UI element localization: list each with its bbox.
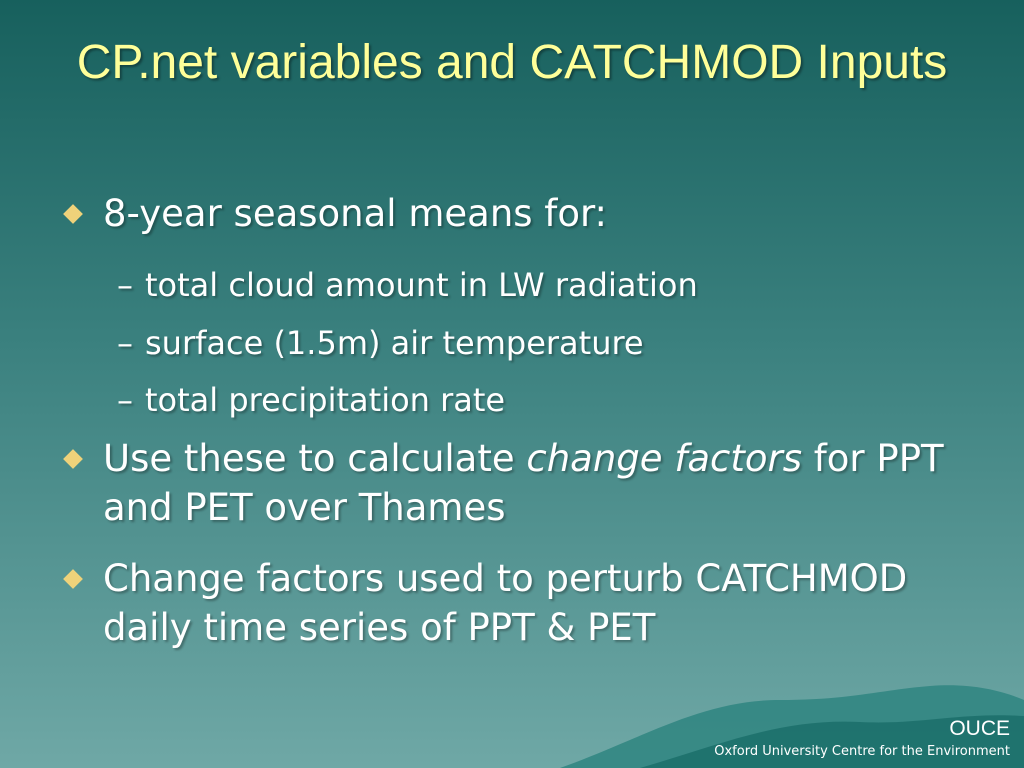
bullet-text: Use these to calculate: [103, 437, 527, 480]
sub-bullet: – total precipitation rate: [117, 381, 506, 419]
bullet-text: Change factors used to perturb CATCHMOD …: [103, 557, 908, 649]
slide-title: CP.net variables and CATCHMOD Inputs: [76, 36, 948, 89]
bullet: 8-year seasonal means for:: [63, 189, 983, 238]
bullet: Change factors used to perturb CATCHMOD …: [63, 554, 983, 652]
footer-org: OUCE: [949, 717, 1010, 740]
footer-org-name: Oxford University Centre for the Environ…: [714, 744, 1010, 759]
bullet-text: 8-year seasonal means for:: [103, 192, 607, 235]
sub-bullet: – surface (1.5m) air temperature: [117, 324, 644, 362]
sub-bullet-text: total precipitation rate: [145, 381, 506, 419]
bullet-emphasis: change factors: [526, 437, 802, 480]
bullet: Use these to calculate change factors fo…: [63, 434, 983, 532]
bullet-text: for PPT and PET over Thames: [103, 437, 944, 529]
sub-bullet-text: total cloud amount in LW radiation: [145, 266, 698, 304]
sub-bullet: – total cloud amount in LW radiation: [117, 266, 698, 304]
sub-bullet-text: surface (1.5m) air temperature: [145, 324, 644, 362]
